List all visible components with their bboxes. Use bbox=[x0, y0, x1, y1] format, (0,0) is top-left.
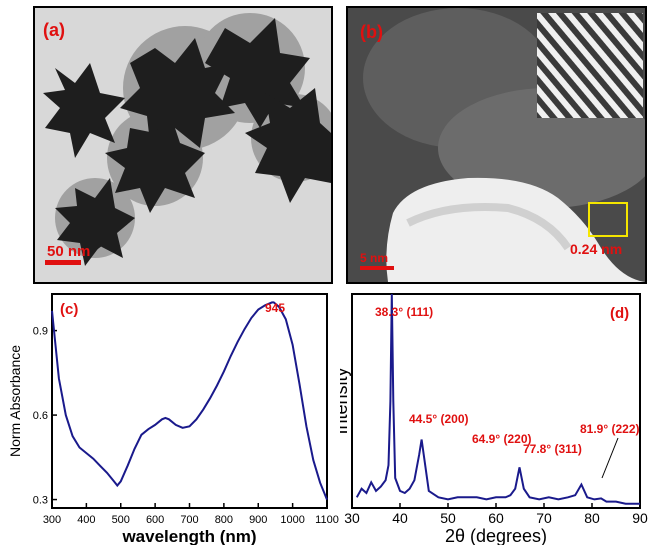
hrtem-micrograph: 0.24 nm 5 nm (b) bbox=[348, 8, 645, 282]
peak-annotation: 77.8° (311) bbox=[523, 442, 582, 456]
chart-absorbance: 300 400 500 600 700 800 900 1000 1100 0.3 0.6 0.9 wa… bbox=[7, 293, 339, 545]
annotation-arrow bbox=[601, 437, 619, 479]
x-tick-label: 60 bbox=[488, 510, 504, 526]
x-tick-label: 80 bbox=[584, 510, 600, 526]
y-tick-label: 0.9 bbox=[33, 326, 48, 338]
y-axis-label: Norm Absorbance bbox=[7, 345, 23, 457]
panel-a-tem-image: 50 nm (a) bbox=[33, 6, 333, 284]
x-axis-label: 2θ (degrees) bbox=[445, 526, 547, 545]
x-tick-label: 800 bbox=[215, 514, 233, 526]
panel-b-label: (b) bbox=[360, 22, 383, 42]
peak-annotation: 64.9° (220) bbox=[472, 432, 532, 446]
scale-bar-b-label: 5 nm bbox=[360, 251, 388, 265]
chart-xrd: 30 40 50 60 70 80 90 2θ (degrees) Intensity 38.3°… bbox=[340, 293, 648, 545]
peak-annotation: 44.5° (200) bbox=[409, 412, 469, 426]
series-line bbox=[51, 301, 328, 500]
plot-frame bbox=[51, 293, 328, 509]
x-tick-label: 70 bbox=[536, 510, 552, 526]
x-tick-label: 1100 bbox=[315, 514, 339, 526]
x-tick-label: 90 bbox=[632, 510, 648, 526]
panel-b-hrtem-image: 0.24 nm 5 nm (b) bbox=[346, 6, 647, 284]
series-line bbox=[355, 293, 640, 505]
y-tick-label: 0.6 bbox=[33, 410, 48, 422]
peak-annotation: 38.3° (111) bbox=[375, 305, 433, 319]
x-axis-label: wavelength (nm) bbox=[121, 527, 256, 545]
x-tick-label: 400 bbox=[77, 514, 95, 526]
x-tick-label: 900 bbox=[249, 514, 267, 526]
selected-area-box bbox=[588, 202, 628, 237]
panel-label: (d) bbox=[610, 305, 629, 322]
x-tick-label: 50 bbox=[440, 510, 456, 526]
lattice-fringe-inset bbox=[537, 13, 643, 118]
x-tick-label: 1000 bbox=[280, 514, 304, 526]
scale-bar-a-label: 50 nm bbox=[47, 243, 90, 260]
peak-annotation: 81.9° (222) bbox=[580, 422, 640, 436]
nanostar-micrograph: 50 nm (a) bbox=[35, 8, 331, 282]
panel-label: (c) bbox=[60, 301, 78, 318]
y-tick-label: 0.3 bbox=[33, 495, 48, 507]
x-tick-label: 30 bbox=[344, 510, 360, 526]
x-tick-label: 500 bbox=[112, 514, 130, 526]
panel-a-label: (a) bbox=[43, 20, 65, 40]
x-tick-label: 600 bbox=[146, 514, 164, 526]
lattice-spacing-label: 0.24 nm bbox=[570, 241, 622, 257]
x-tick-label: 700 bbox=[180, 514, 198, 526]
y-axis-label: Intensity bbox=[340, 367, 351, 434]
x-tick-label: 40 bbox=[392, 510, 408, 526]
x-tick-label: 300 bbox=[43, 514, 61, 526]
peak-annotation: 945 bbox=[265, 301, 285, 315]
